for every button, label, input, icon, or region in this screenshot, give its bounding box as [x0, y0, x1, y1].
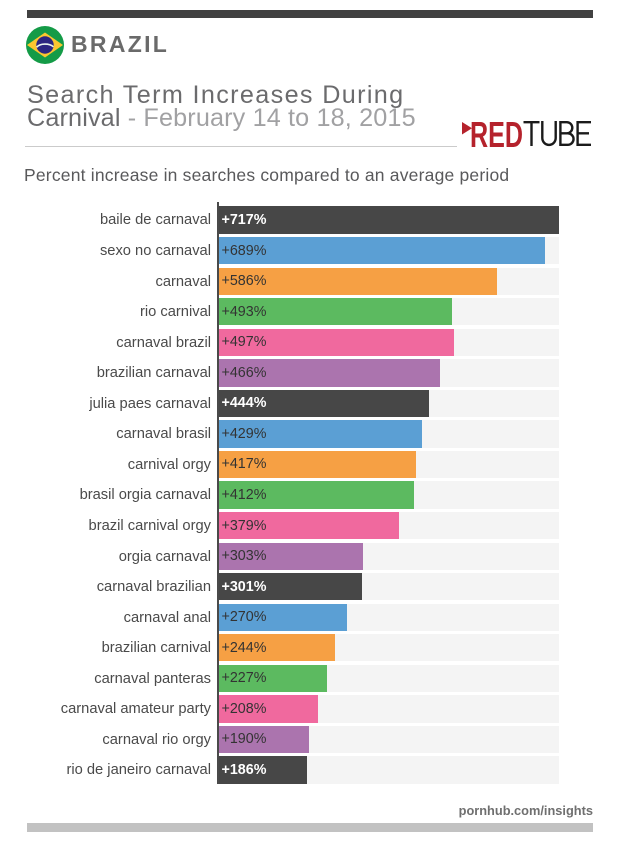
svg-text:RED: RED: [470, 120, 523, 149]
